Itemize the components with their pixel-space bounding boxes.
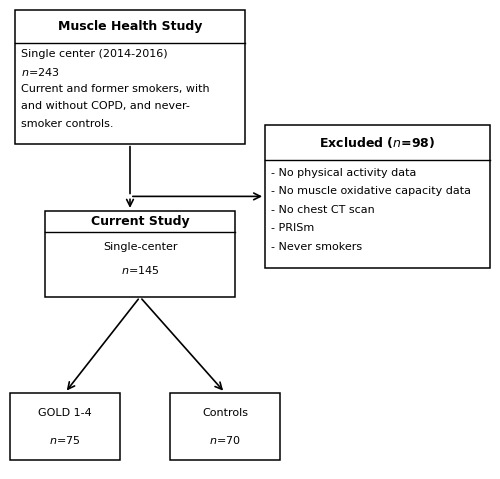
FancyBboxPatch shape bbox=[45, 211, 235, 297]
Text: - PRISm: - PRISm bbox=[271, 223, 314, 233]
Text: Current and former smokers, with: Current and former smokers, with bbox=[21, 84, 210, 94]
FancyBboxPatch shape bbox=[15, 10, 245, 144]
Text: Controls: Controls bbox=[202, 408, 248, 418]
FancyBboxPatch shape bbox=[10, 393, 120, 460]
Text: - Never smokers: - Never smokers bbox=[271, 242, 362, 252]
Text: - No chest CT scan: - No chest CT scan bbox=[271, 205, 375, 215]
Text: Single center (2014-2016): Single center (2014-2016) bbox=[21, 49, 168, 59]
Text: $\it{n}$=75: $\it{n}$=75 bbox=[50, 433, 80, 446]
Text: - No muscle oxidative capacity data: - No muscle oxidative capacity data bbox=[271, 186, 471, 196]
FancyBboxPatch shape bbox=[265, 125, 490, 268]
Text: - No physical activity data: - No physical activity data bbox=[271, 168, 416, 178]
Text: $\it{n}$=243: $\it{n}$=243 bbox=[21, 66, 59, 78]
FancyBboxPatch shape bbox=[170, 393, 280, 460]
Text: Excluded ($\it{n}$=98): Excluded ($\it{n}$=98) bbox=[320, 135, 436, 150]
Text: Current Study: Current Study bbox=[90, 215, 190, 228]
Text: Muscle Health Study: Muscle Health Study bbox=[58, 20, 202, 33]
Text: GOLD 1-4: GOLD 1-4 bbox=[38, 408, 92, 418]
Text: $\it{n}$=70: $\it{n}$=70 bbox=[209, 433, 241, 446]
Text: Single-center: Single-center bbox=[103, 242, 177, 252]
Text: $\it{n}$=145: $\it{n}$=145 bbox=[120, 264, 160, 276]
Text: smoker controls.: smoker controls. bbox=[21, 119, 114, 129]
Text: and without COPD, and never-: and without COPD, and never- bbox=[21, 102, 190, 112]
